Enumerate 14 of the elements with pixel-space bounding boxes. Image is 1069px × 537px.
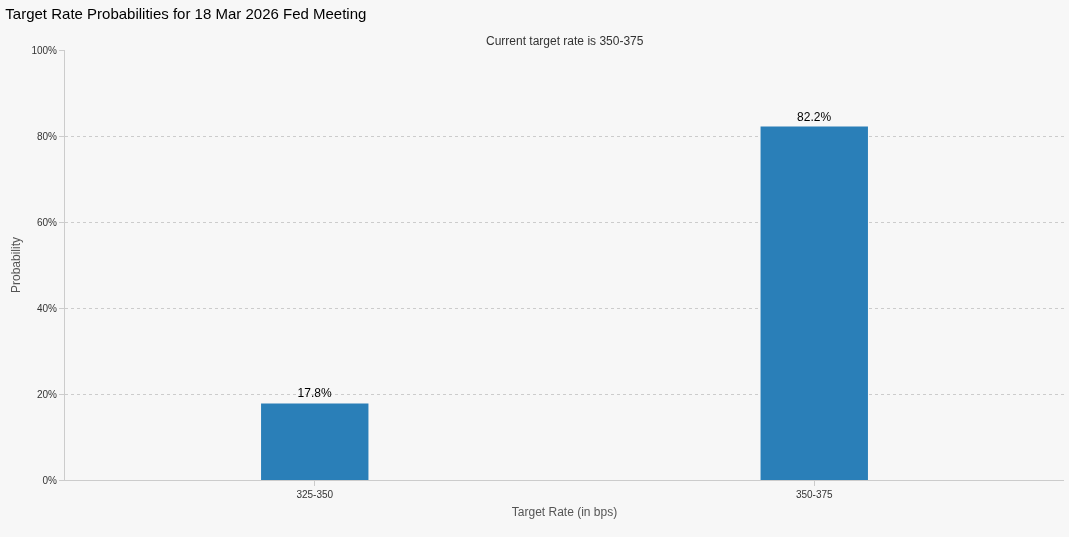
- y-tick-label: 60%: [36, 216, 58, 228]
- y-tick-label: 80%: [36, 130, 58, 142]
- x-axis-title: Target Rate (in bps): [511, 504, 618, 519]
- x-tick-label: 325-350: [296, 489, 334, 500]
- y-tick-label: 100%: [31, 44, 58, 56]
- chart-title: Target Rate Probabilities for 18 Mar 2026 Fed Meeting: [5, 4, 367, 22]
- data-label: 17.8%: [297, 386, 332, 401]
- y-tick-label: 40%: [36, 302, 58, 314]
- chart-subtitle: Current target rate is 350-375: [486, 34, 644, 48]
- y-tick-label: 20%: [36, 388, 58, 400]
- x-tick-label: 350-375: [795, 489, 834, 500]
- data-label: 82.2%: [797, 109, 832, 124]
- y-tick-label: 0%: [42, 474, 58, 486]
- y-axis-title: Probability: [8, 236, 23, 294]
